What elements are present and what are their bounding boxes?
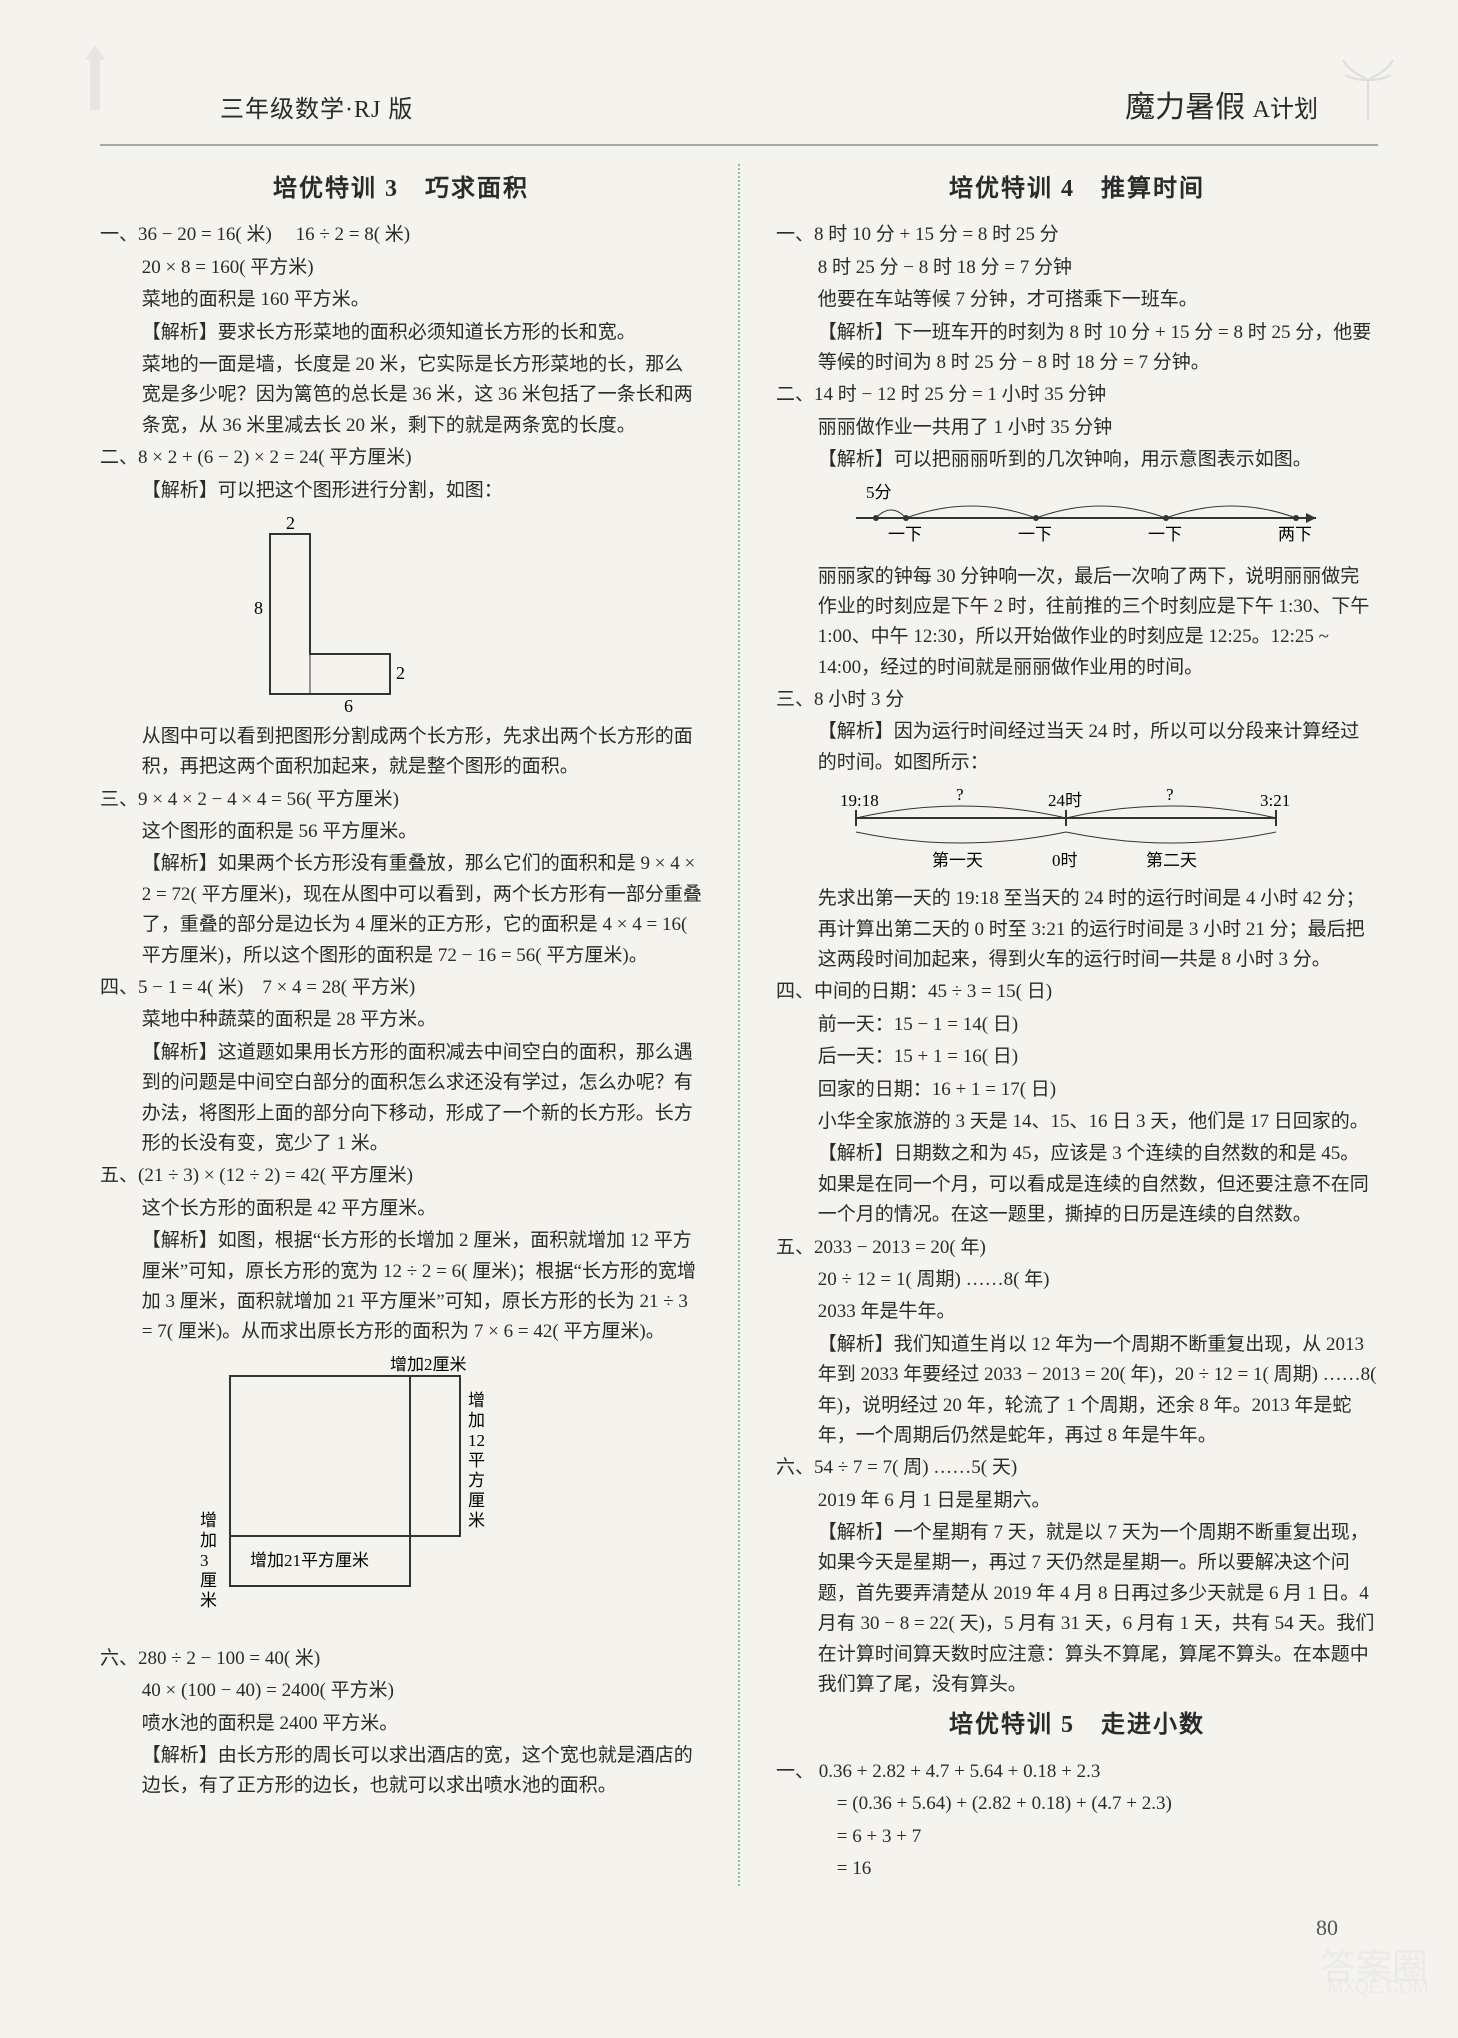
r3-l1: 三、8 小时 3 分 <box>776 685 1378 715</box>
fig5-right: 增加12平方厘米 <box>468 1391 485 1530</box>
day-segment-figure: 19:18 ? 24时 ? 3:21 第一天 0时 第二天 <box>816 784 1316 874</box>
r4-l3: 后一天：15 + 1 = 16( 日) <box>776 1042 1378 1072</box>
ds-c: 24时 <box>1048 791 1082 810</box>
q3-line2: 这个图形的面积是 56 平方厘米。 <box>100 817 702 847</box>
fig-left: 8 <box>254 598 263 618</box>
q6-line2: 40 × (100 − 40) = 2400( 平方米) <box>100 1676 702 1706</box>
q3-ana1: 【解析】如果两个长方形没有重叠放，那么它们的面积和是 9 × 4 × 2 = 7… <box>100 849 702 971</box>
fig5-top: 增加2厘米 <box>390 1356 467 1374</box>
section-title-5: 培优特训 5 走进小数 <box>776 1706 1378 1744</box>
r5-l2: 20 ÷ 12 = 1( 周期) ……8( 年) <box>776 1265 1378 1295</box>
r4-l1: 四、中间的日期：45 ÷ 3 = 15( 日) <box>776 977 1378 1007</box>
q1-line1: 一、36 − 20 = 16( 米) 16 ÷ 2 = 8( 米) <box>100 220 702 250</box>
section-title-3: 培优特训 3 巧求面积 <box>100 170 702 208</box>
q6-line1: 六、280 ÷ 2 − 100 = 40( 米) <box>100 1644 702 1674</box>
s5-l1: 一、 0.36 + 2.82 + 4.7 + 5.64 + 0.18 + 2.3 <box>776 1757 1378 1787</box>
l-shape-figure: 2 8 2 6 <box>240 514 410 714</box>
brand-suffix: A计划 <box>1253 97 1318 123</box>
q1-ana2: 菜地的一面是墙，长度是 20 米，它实际是长方形菜地的长，那么宽是多少呢？因为篱… <box>100 350 702 441</box>
r4-l2: 前一天：15 − 1 = 14( 日) <box>776 1010 1378 1040</box>
lighthouse-icon <box>70 40 120 120</box>
q2-after: 从图中可以看到把图形分割成两个长方形，先求出两个长方形的面积，再把这两个面积加起… <box>100 722 702 783</box>
fig-bottom: 6 <box>344 696 353 714</box>
s5-l2: = (0.36 + 5.64) + (2.82 + 0.18) + (4.7 +… <box>776 1789 1378 1819</box>
r4-ana1: 【解析】日期数之和为 45，应该是 3 个连续的自然数的和是 45。如果是在同一… <box>776 1139 1378 1230</box>
page-header: 三年级数学·RJ 版 魔力暑假 A计划 <box>100 84 1378 132</box>
page-number: 80 <box>100 1910 1338 1945</box>
r5-l1: 五、2033 − 2013 = 20( 年) <box>776 1233 1378 1263</box>
r6-l1: 六、54 ÷ 7 = 7( 周) ……5( 天) <box>776 1453 1378 1483</box>
q1-line2: 20 × 8 = 160( 平方米) <box>100 253 702 283</box>
timeline-figure: 5分 一下 一下 一下 两下 <box>836 482 1336 552</box>
tl-t1: 一下 <box>888 525 922 544</box>
ds-mid: 0时 <box>1052 851 1078 870</box>
fig-top: 2 <box>286 514 295 533</box>
ds-a: 19:18 <box>840 791 879 810</box>
q1-ana1-text: 【解析】要求长方形菜地的面积必须知道长方形的长和宽。 <box>142 322 636 343</box>
q2-line1: 二、8 × 2 + (6 − 2) × 2 = 24( 平方厘米) <box>100 443 702 473</box>
s5-l3: = 6 + 3 + 7 <box>776 1822 1378 1852</box>
q3-line1: 三、9 × 4 × 2 − 4 × 4 = 56( 平方厘米) <box>100 785 702 815</box>
r5-ana1: 【解析】我们知道生肖以 12 年为一个周期不断重复出现，从 2013 年到 20… <box>776 1330 1378 1452</box>
r2-l2: 丽丽做作业一共用了 1 小时 35 分钟 <box>776 413 1378 443</box>
ds-b: ? <box>956 785 964 804</box>
ds-day2: 第二天 <box>1146 851 1197 870</box>
r2-ana1: 【解析】可以把丽丽听到的几次钟响，用示意图表示如图。 <box>776 445 1378 475</box>
tl-t4: 两下 <box>1278 525 1312 544</box>
tl-t3: 一下 <box>1148 525 1182 544</box>
r1-ana1: 【解析】下一班车开的时刻为 8 时 10 分 + 15 分 = 8 时 25 分… <box>776 318 1378 379</box>
q6-line3: 喷水池的面积是 2400 平方米。 <box>100 1709 702 1739</box>
r1-l2: 8 时 25 分 − 8 时 18 分 = 7 分钟 <box>776 253 1378 283</box>
left-column: 培优特训 3 巧求面积 一、36 − 20 = 16( 米) 16 ÷ 2 = … <box>100 164 714 1886</box>
q2-ana1: 【解析】可以把这个图形进行分割，如图： <box>100 476 702 506</box>
column-divider <box>738 164 740 1886</box>
palm-icon <box>1338 50 1398 120</box>
ds-d: ? <box>1166 785 1174 804</box>
r3-after: 先求出第一天的 19:18 至当天的 24 时的运行时间是 4 小时 42 分；… <box>776 884 1378 975</box>
q4-line2: 菜地中种蔬菜的面积是 28 平方米。 <box>100 1005 702 1035</box>
q5-ana1: 【解析】如图，根据“长方形的长增加 2 厘米，面积就增加 12 平方厘米”可知，… <box>100 1226 702 1348</box>
r4-l5: 小华全家旅游的 3 天是 14、15、16 日 3 天，他们是 17 日回家的。 <box>776 1107 1378 1137</box>
r6-l2: 2019 年 6 月 1 日是星期六。 <box>776 1486 1378 1516</box>
q4-ana1: 【解析】这道题如果用长方形的面积减去中间空白的面积，那么遇到的问题是中间空白部分… <box>100 1038 702 1160</box>
q4-line1: 四、5 − 1 = 4( 米) 7 × 4 = 28( 平方米) <box>100 973 702 1003</box>
header-rule <box>100 144 1378 146</box>
q1-ana1: 【解析】要求长方形菜地的面积必须知道长方形的长和宽。 <box>100 318 702 348</box>
s5-l4: = 16 <box>776 1854 1378 1884</box>
q6-ana1: 【解析】由长方形的周长可以求出酒店的宽，这个宽也就是酒店的边长，有了正方形的边长… <box>100 1741 702 1802</box>
fig-right: 2 <box>396 663 405 683</box>
q1-line3: 菜地的面积是 160 平方米。 <box>100 285 702 315</box>
right-column: 培优特训 4 推算时间 一、8 时 10 分 + 15 分 = 8 时 25 分… <box>764 164 1378 1886</box>
brand-title: 魔力暑假 A计划 <box>1125 84 1318 132</box>
watermark-url: MXQE.COM <box>1328 1973 1428 2002</box>
r5-l3: 2033 年是牛年。 <box>776 1297 1378 1327</box>
fig5-left: 增加3厘米 <box>200 1511 217 1610</box>
brand-main: 魔力暑假 <box>1125 91 1245 124</box>
ds-day1: 第一天 <box>932 851 983 870</box>
r1-l3: 他要在车站等候 7 分钟，才可搭乘下一班车。 <box>776 285 1378 315</box>
r1-l1: 一、8 时 10 分 + 15 分 = 8 时 25 分 <box>776 220 1378 250</box>
r6-ana1: 【解析】一个星期有 7 天，就是以 7 天为一个周期不断重复出现，如果今天是星期… <box>776 1518 1378 1700</box>
ds-e: 3:21 <box>1260 791 1290 810</box>
r2-l1: 二、14 时 − 12 时 25 分 = 1 小时 35 分钟 <box>776 380 1378 410</box>
r2-after: 丽丽家的钟每 30 分钟响一次，最后一次响了两下，说明丽丽做完作业的时刻应是下午… <box>776 562 1378 684</box>
section-title-4: 培优特训 4 推算时间 <box>776 170 1378 208</box>
content-columns: 培优特训 3 巧求面积 一、36 − 20 = 16( 米) 16 ÷ 2 = … <box>100 164 1378 1886</box>
r4-l4: 回家的日期：16 + 1 = 17( 日) <box>776 1075 1378 1105</box>
rect-growth-figure: 增加2厘米 增加12平方厘米 增加3厘米 增加21平方厘米 <box>160 1356 520 1636</box>
q5-line2: 这个长方形的面积是 42 平方厘米。 <box>100 1194 702 1224</box>
tl-5min: 5分 <box>866 483 892 502</box>
q5-line1: 五、(21 ÷ 3) × (12 ÷ 2) = 42( 平方厘米) <box>100 1161 702 1191</box>
tl-t2: 一下 <box>1018 525 1052 544</box>
fig5-bottom: 增加21平方厘米 <box>250 1551 369 1570</box>
book-title: 三年级数学·RJ 版 <box>220 91 413 129</box>
r3-ana1: 【解析】因为运行时间经过当天 24 时，所以可以分段来计算经过的时间。如图所示： <box>776 717 1378 778</box>
